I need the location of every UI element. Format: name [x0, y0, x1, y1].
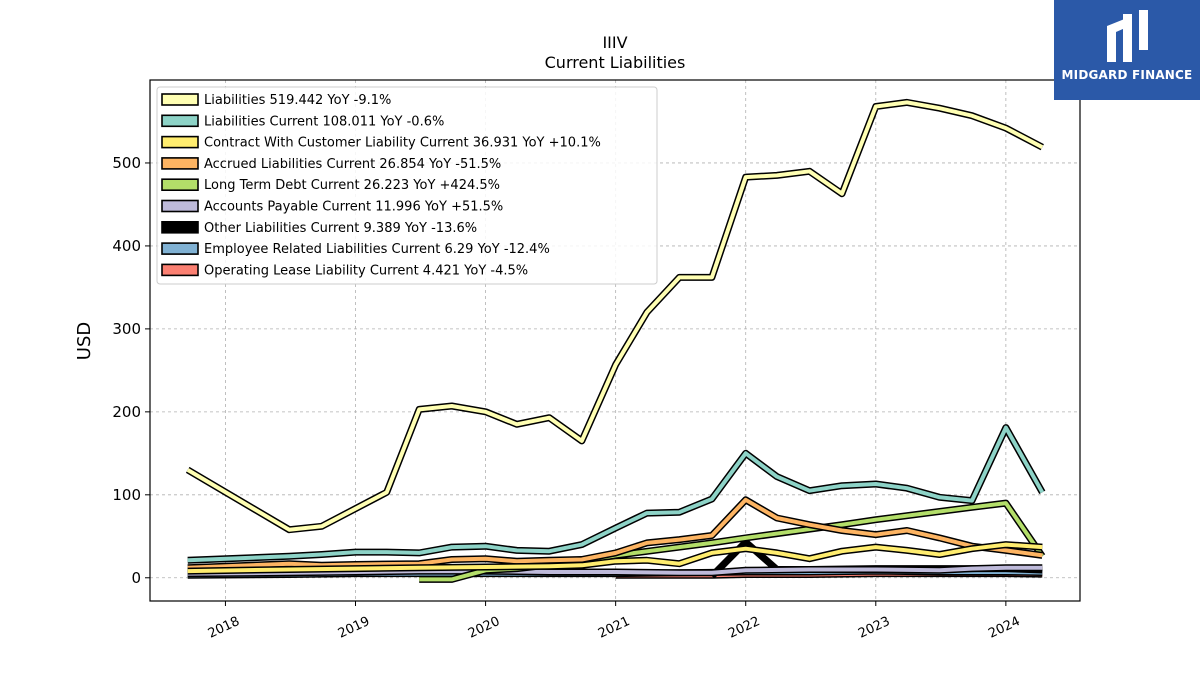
x-tick-label: 2018 [206, 614, 242, 642]
y-axis-label: USD [74, 322, 95, 360]
y-tick-label: 500 [112, 154, 141, 172]
legend-swatch [161, 199, 199, 213]
legend-entry: Employee Related Liabilities Current 6.2… [204, 242, 550, 257]
y-tick-label: 100 [112, 486, 141, 504]
brand-mark-icon [1107, 10, 1148, 62]
legend-entry: Liabilities 519.442 YoY -9.1% [204, 93, 391, 108]
legend-swatch [161, 178, 199, 191]
y-tick-label: 400 [112, 237, 141, 255]
legend-entry: Accounts Payable Current 11.996 YoY +51.… [204, 200, 503, 215]
y-tick-label: 200 [112, 403, 141, 421]
legend-entry: Long Term Debt Current 26.223 YoY +424.5… [204, 178, 500, 193]
series-line-stroke [187, 542, 1043, 574]
series-line [187, 541, 1043, 575]
chart-subtitle: Current Liabilities [545, 53, 686, 72]
y-tick-label: 0 [131, 569, 141, 587]
legend-box [156, 86, 658, 285]
brand-logo: MIDGARD FINANCE [1054, 0, 1200, 100]
x-tick-label: 2021 [596, 614, 632, 642]
x-tick-label: 2022 [726, 614, 762, 642]
series-line [187, 496, 1043, 572]
legend-swatch [161, 135, 199, 149]
legend-swatch [161, 221, 199, 234]
legend-swatch [161, 114, 199, 128]
legend-swatch [161, 157, 199, 170]
chart-title: IIIV [602, 33, 627, 52]
series-line-outline [187, 424, 1046, 564]
series-line [185, 98, 1044, 534]
legend-swatch [161, 242, 199, 255]
legend: Liabilities 519.442 YoY -9.1% Liabilities… [156, 86, 658, 285]
series-layer [185, 98, 1046, 583]
legend-entry: Other Liabilities Current 9.389 YoY -13.… [204, 221, 477, 236]
brand-name: MIDGARD FINANCE [1061, 68, 1193, 82]
x-tick-label: 2020 [466, 614, 502, 642]
legend-entry: Operating Lease Liability Current 4.421 … [204, 263, 528, 278]
plot-frame [149, 79, 1081, 602]
legend-entry: Contract With Customer Liability Current… [204, 136, 601, 151]
series-line-stroke [186, 100, 1044, 532]
series-line-stroke [187, 425, 1045, 563]
y-tick-label: 300 [112, 320, 141, 338]
legend-entry: Liabilities Current 108.011 YoY -0.6% [204, 114, 444, 129]
legend-swatch [161, 263, 199, 277]
legend-swatch [161, 93, 199, 106]
x-tick-label: 2019 [336, 614, 372, 642]
legend-entry: Accrued Liabilities Current 26.854 YoY -… [204, 157, 501, 172]
series-line [187, 424, 1046, 564]
x-tick-label: 2023 [856, 614, 892, 642]
x-tick-label: 2024 [986, 614, 1022, 642]
series-line-stroke [187, 497, 1043, 570]
